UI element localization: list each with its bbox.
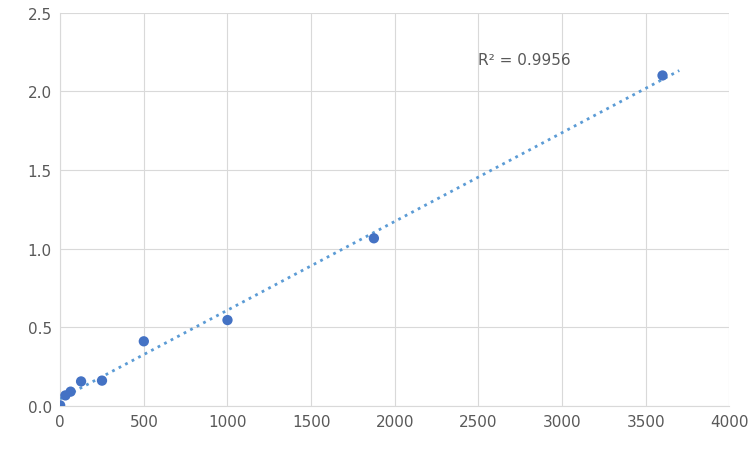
Point (656, 73, 669, 80)
Point (54, 402, 66, 409)
Point (96, 377, 108, 384)
Point (368, 235, 380, 242)
Point (65, 388, 77, 396)
Point (75, 378, 87, 385)
Text: R² = 0.9956: R² = 0.9956 (478, 53, 571, 68)
Point (59, 392, 71, 399)
Point (221, 317, 233, 324)
Point (138, 338, 150, 345)
